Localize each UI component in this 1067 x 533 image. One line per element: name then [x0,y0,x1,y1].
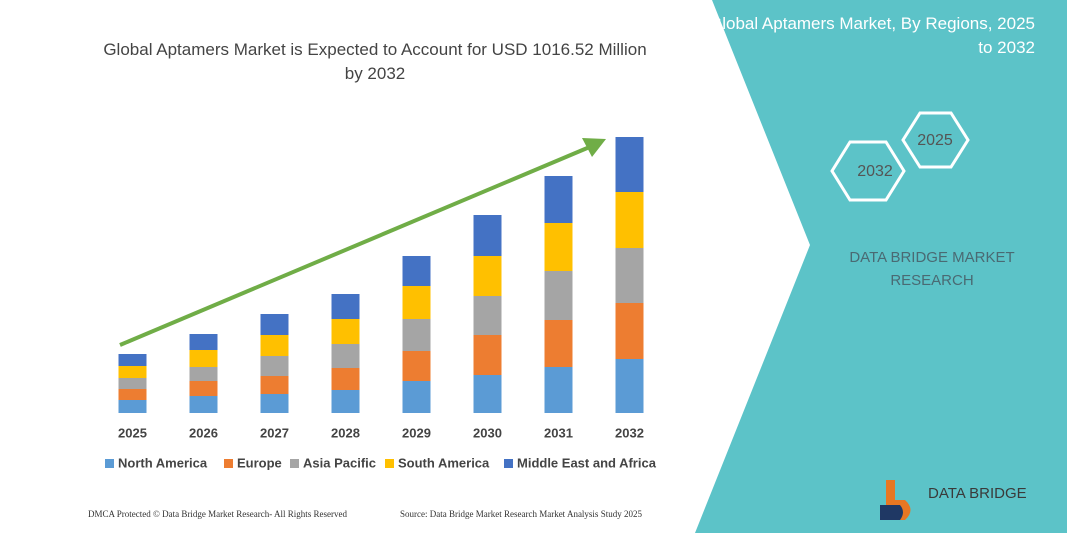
bar-segment [402,319,431,351]
bar-segment [118,389,147,400]
brand: DATA BRIDGE MARKET RESEARCH [849,249,1015,289]
logo-icon [880,480,911,520]
bar-segment [615,137,644,192]
legend-label: South America [398,455,490,470]
bar-segment [260,356,289,376]
hex-label: 2025 [917,132,953,149]
x-tick-label: 2031 [544,425,573,440]
bar-segment [402,256,431,286]
bar-segment [544,223,573,271]
footer-right: Source: Data Bridge Market Research Mark… [400,509,642,519]
bar-segment [615,248,644,303]
bar-segment [189,334,218,350]
x-tick-label: 2028 [331,425,360,440]
legend-swatch [504,459,513,468]
bar-segment [402,286,431,319]
bar-segment [189,367,218,381]
legend-swatch [105,459,114,468]
chart-title: Global Aptamers Market is Expected to Ac… [103,40,647,83]
bar-segment [473,335,502,375]
x-tick-label: 2025 [118,425,147,440]
bar-segment [189,396,218,413]
bar-segment [473,256,502,296]
logo-text: DATA BRIDGE [928,485,1027,502]
legend-label: Asia Pacific [303,455,376,470]
panel-title: Global Aptamers Market, By Regions, 2025… [709,14,1035,57]
legend-swatch [224,459,233,468]
legend-label: North America [118,455,208,470]
bar-segment [473,215,502,256]
bar-segment [544,320,573,367]
arrow-head [582,138,606,157]
bar-segment [260,335,289,356]
bar-segment [473,296,502,335]
side-panel [695,0,1067,533]
trend-arrow [119,144,593,347]
bar-segment [331,390,360,413]
x-tick-label: 2029 [402,425,431,440]
bar-segment [331,344,360,368]
bar-segment [260,394,289,413]
legend-label: Europe [237,455,282,470]
x-tick-label: 2030 [473,425,502,440]
bar-segment [402,351,431,381]
bar-segment [544,176,573,223]
bar-segment [118,366,147,378]
legend-swatch [290,459,299,468]
bar-segment [331,294,360,319]
bar-segment [615,303,644,359]
legend-label: Middle East and Africa [517,455,657,470]
bar-segment [544,271,573,320]
hex-label: 2032 [857,163,893,180]
bar-segment [331,319,360,344]
bar-segment [331,368,360,390]
legend-swatch [385,459,394,468]
x-tick-label: 2026 [189,425,218,440]
bar-segment [615,359,644,413]
bar-segment [118,400,147,413]
bar-segment [260,314,289,335]
bar-segment [118,378,147,389]
bar-segment [189,381,218,396]
bar-segment [260,376,289,394]
bar-segment [189,350,218,367]
footer-left: DMCA Protected © Data Bridge Market Rese… [88,509,348,519]
bar-segment [473,375,502,413]
x-tick-label: 2032 [615,425,644,440]
hexagon [901,111,970,169]
bar-segment [118,354,147,366]
bar-segment [615,192,644,248]
hexagon [830,140,906,202]
x-tick-label: 2027 [260,425,289,440]
bar-segment [402,381,431,413]
bar-segment [544,367,573,413]
